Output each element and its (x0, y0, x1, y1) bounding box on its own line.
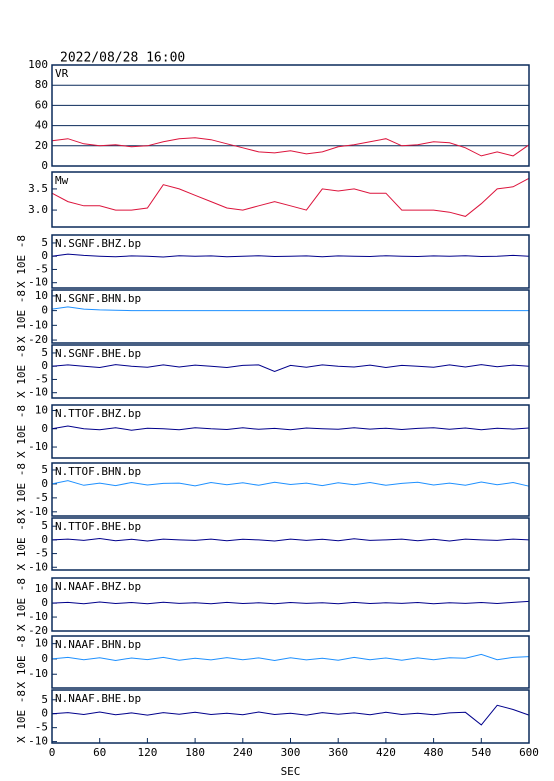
panel-label: N.SGNF.BHZ.bp (55, 237, 141, 250)
panel-frame (51, 404, 530, 459)
y-axis-label: X 10E -8 (15, 518, 28, 571)
page-title: 2022/08/28 16:00 (60, 51, 185, 66)
panel-label: N.TTOF.BHZ.bp (55, 407, 141, 420)
trace (51, 653, 530, 662)
x-tick-label: 240 (233, 746, 253, 759)
x-tick-label: 180 (185, 746, 205, 759)
y-tick-label: 10 (35, 637, 48, 650)
y-tick-label: 0 (41, 707, 48, 720)
y-tick-label: 0 (41, 477, 48, 490)
y-tick-label: 5 (41, 346, 48, 359)
y-tick-label: 5 (41, 236, 48, 249)
panel-label: N.TTOF.BHN.bp (55, 465, 141, 478)
trace (51, 177, 530, 217)
y-tick-label: -10 (28, 667, 48, 680)
y-tick-label: 5 (41, 519, 48, 532)
x-tick-label: 420 (376, 746, 396, 759)
y-tick-label: -10 (28, 276, 48, 289)
trace (51, 537, 530, 542)
trace (51, 306, 529, 312)
y-tick-label: -5 (35, 547, 48, 560)
y-axis-label: X 10E -8 (15, 463, 28, 516)
y-tick-label: 0 (41, 304, 48, 317)
trace (51, 704, 530, 726)
x-tick-label: 360 (328, 746, 348, 759)
y-tick-label: -10 (28, 386, 48, 399)
x-tick-label: 480 (424, 746, 444, 759)
y-tick-label: -5 (35, 721, 48, 734)
y-tick-label: -20 (28, 624, 48, 637)
y-axis-label: X 10E -8 (15, 578, 28, 631)
trace (51, 425, 530, 431)
x-tick-label: 300 (281, 746, 301, 759)
y-tick-label: 0 (41, 422, 48, 435)
y-tick-label: 100 (28, 58, 48, 71)
y-tick-label: 60 (35, 98, 48, 111)
y-tick-label: -10 (28, 318, 48, 331)
panel-frame (51, 517, 530, 571)
panel-frame (51, 171, 530, 228)
y-tick-label: -10 (28, 560, 48, 573)
y-tick-label: 10 (35, 289, 48, 302)
panel-label: N.NAAF.BHZ.bp (55, 580, 141, 593)
y-tick-label: 80 (35, 78, 48, 91)
x-tick-label: 0 (49, 746, 56, 759)
panel-frame (51, 577, 530, 632)
y-axis-label: X 10E -8 (15, 345, 28, 398)
panel-label: N.SGNF.BHE.bp (55, 347, 141, 360)
y-tick-label: -5 (35, 491, 48, 504)
panel-label: N.NAAF.BHE.bp (55, 692, 141, 705)
y-tick-label: -10 (28, 440, 48, 453)
y-axis-label: X 10E -8 (15, 235, 28, 288)
panel-label: N.SGNF.BHN.bp (55, 292, 141, 305)
x-tick-label: 540 (471, 746, 491, 759)
y-tick-label: -10 (28, 610, 48, 623)
y-tick-label: -5 (35, 262, 48, 275)
y-tick-label: 5 (41, 693, 48, 706)
y-tick-label: 0 (41, 533, 48, 546)
trace (51, 364, 530, 373)
y-tick-label: 0 (41, 652, 48, 665)
panel-label: N.NAAF.BHN.bp (55, 638, 141, 651)
trace (51, 480, 530, 487)
y-tick-label: 3.0 (28, 203, 48, 216)
y-tick-label: 10 (35, 403, 48, 416)
panel-frame (51, 64, 530, 167)
y-tick-label: 0 (41, 359, 48, 372)
panel-frame (51, 635, 530, 689)
x-tick-label: 600 (519, 746, 539, 759)
y-tick-label: 40 (35, 119, 48, 132)
panel-frame (51, 344, 530, 399)
y-tick-label: 0 (41, 159, 48, 172)
y-axis-label: X 10E -8 (15, 405, 28, 458)
y-tick-label: -5 (35, 372, 48, 385)
panel-frame (51, 289, 530, 344)
x-axis-label: SEC (281, 765, 301, 778)
x-tick-label: 60 (93, 746, 106, 759)
x-tick-label: 120 (137, 746, 157, 759)
trace (51, 137, 530, 157)
panel-frame (51, 462, 530, 517)
y-tick-label: 5 (41, 463, 48, 476)
trace (51, 253, 530, 258)
y-tick-label: 20 (35, 139, 48, 152)
y-axis-label: X 10E -8 (15, 636, 28, 689)
y-tick-label: -20 (28, 333, 48, 346)
y-tick-label: 0 (41, 249, 48, 262)
panel-label: VR (55, 67, 69, 80)
y-tick-label: -10 (28, 505, 48, 518)
panel-frame (51, 234, 530, 289)
y-tick-label: 0 (41, 596, 48, 609)
y-tick-label: 3.5 (28, 182, 48, 195)
trace (51, 600, 530, 605)
y-axis-label: X 10E -8 (15, 290, 28, 343)
y-tick-label: 10 (35, 582, 48, 595)
panel-label: N.TTOF.BHE.bp (55, 520, 141, 533)
y-axis-label: X 10E -8 (15, 690, 28, 743)
y-tick-label: -10 (28, 735, 48, 748)
panel-label: Mw (55, 174, 69, 187)
